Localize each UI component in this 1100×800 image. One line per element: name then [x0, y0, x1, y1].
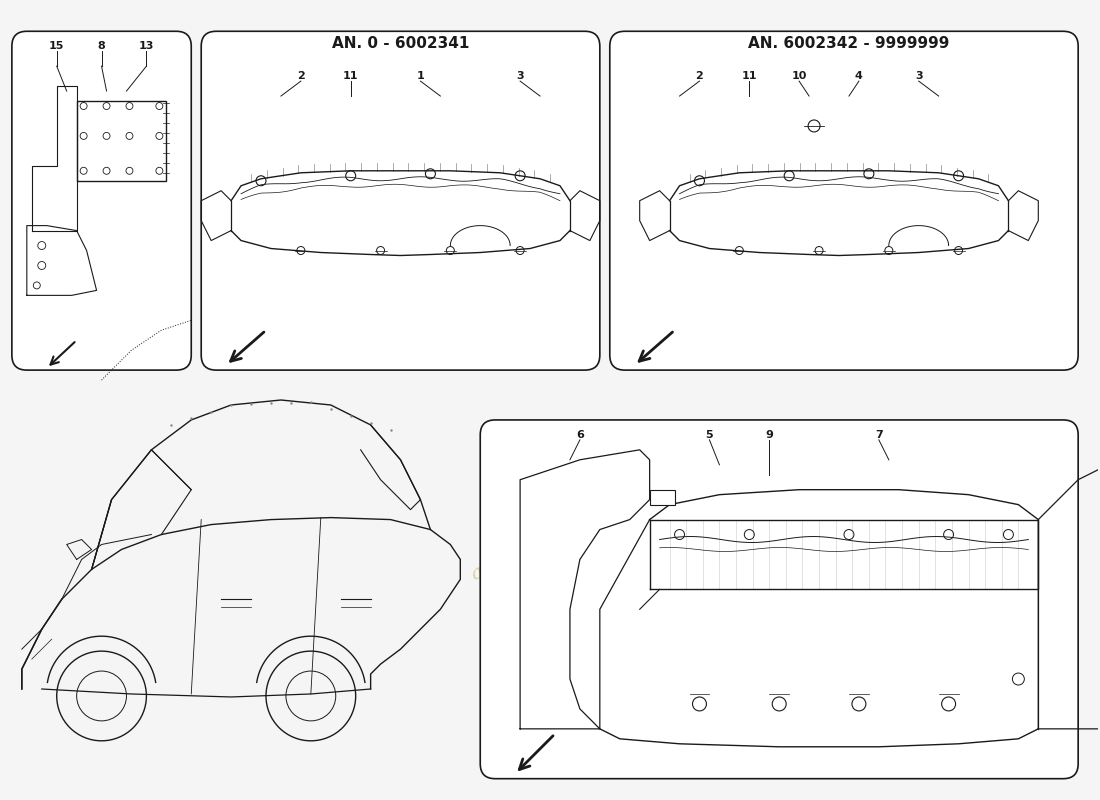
FancyBboxPatch shape: [481, 420, 1078, 778]
Text: 6: 6: [576, 430, 584, 440]
Text: 5: 5: [705, 430, 713, 440]
Text: 3: 3: [915, 71, 923, 81]
Text: 11: 11: [741, 71, 757, 81]
Text: 3: 3: [516, 71, 524, 81]
Text: 1: 1: [417, 71, 425, 81]
Bar: [650, 490, 674, 505]
Text: 11: 11: [343, 71, 359, 81]
Text: AN. 6002342 - 9999999: AN. 6002342 - 9999999: [748, 36, 949, 50]
Text: 2: 2: [695, 71, 703, 81]
Text: 1965: 1965: [682, 590, 757, 648]
Text: 10: 10: [791, 71, 806, 81]
Bar: [77, 101, 166, 181]
Text: 13: 13: [139, 42, 154, 51]
Text: 1965: 1965: [914, 209, 983, 233]
FancyBboxPatch shape: [609, 31, 1078, 370]
FancyBboxPatch shape: [12, 31, 191, 370]
Text: a passion for parts since: a passion for parts since: [469, 455, 691, 584]
Text: 4: 4: [855, 71, 862, 81]
Text: 7: 7: [874, 430, 882, 440]
FancyBboxPatch shape: [201, 31, 600, 370]
Text: 15: 15: [50, 42, 65, 51]
Text: 8: 8: [98, 42, 106, 51]
Text: AN. 0 - 6002341: AN. 0 - 6002341: [332, 36, 470, 50]
Text: JSPARES: JSPARES: [903, 157, 1034, 185]
Text: 9: 9: [766, 430, 773, 440]
Text: 2: 2: [297, 71, 305, 81]
